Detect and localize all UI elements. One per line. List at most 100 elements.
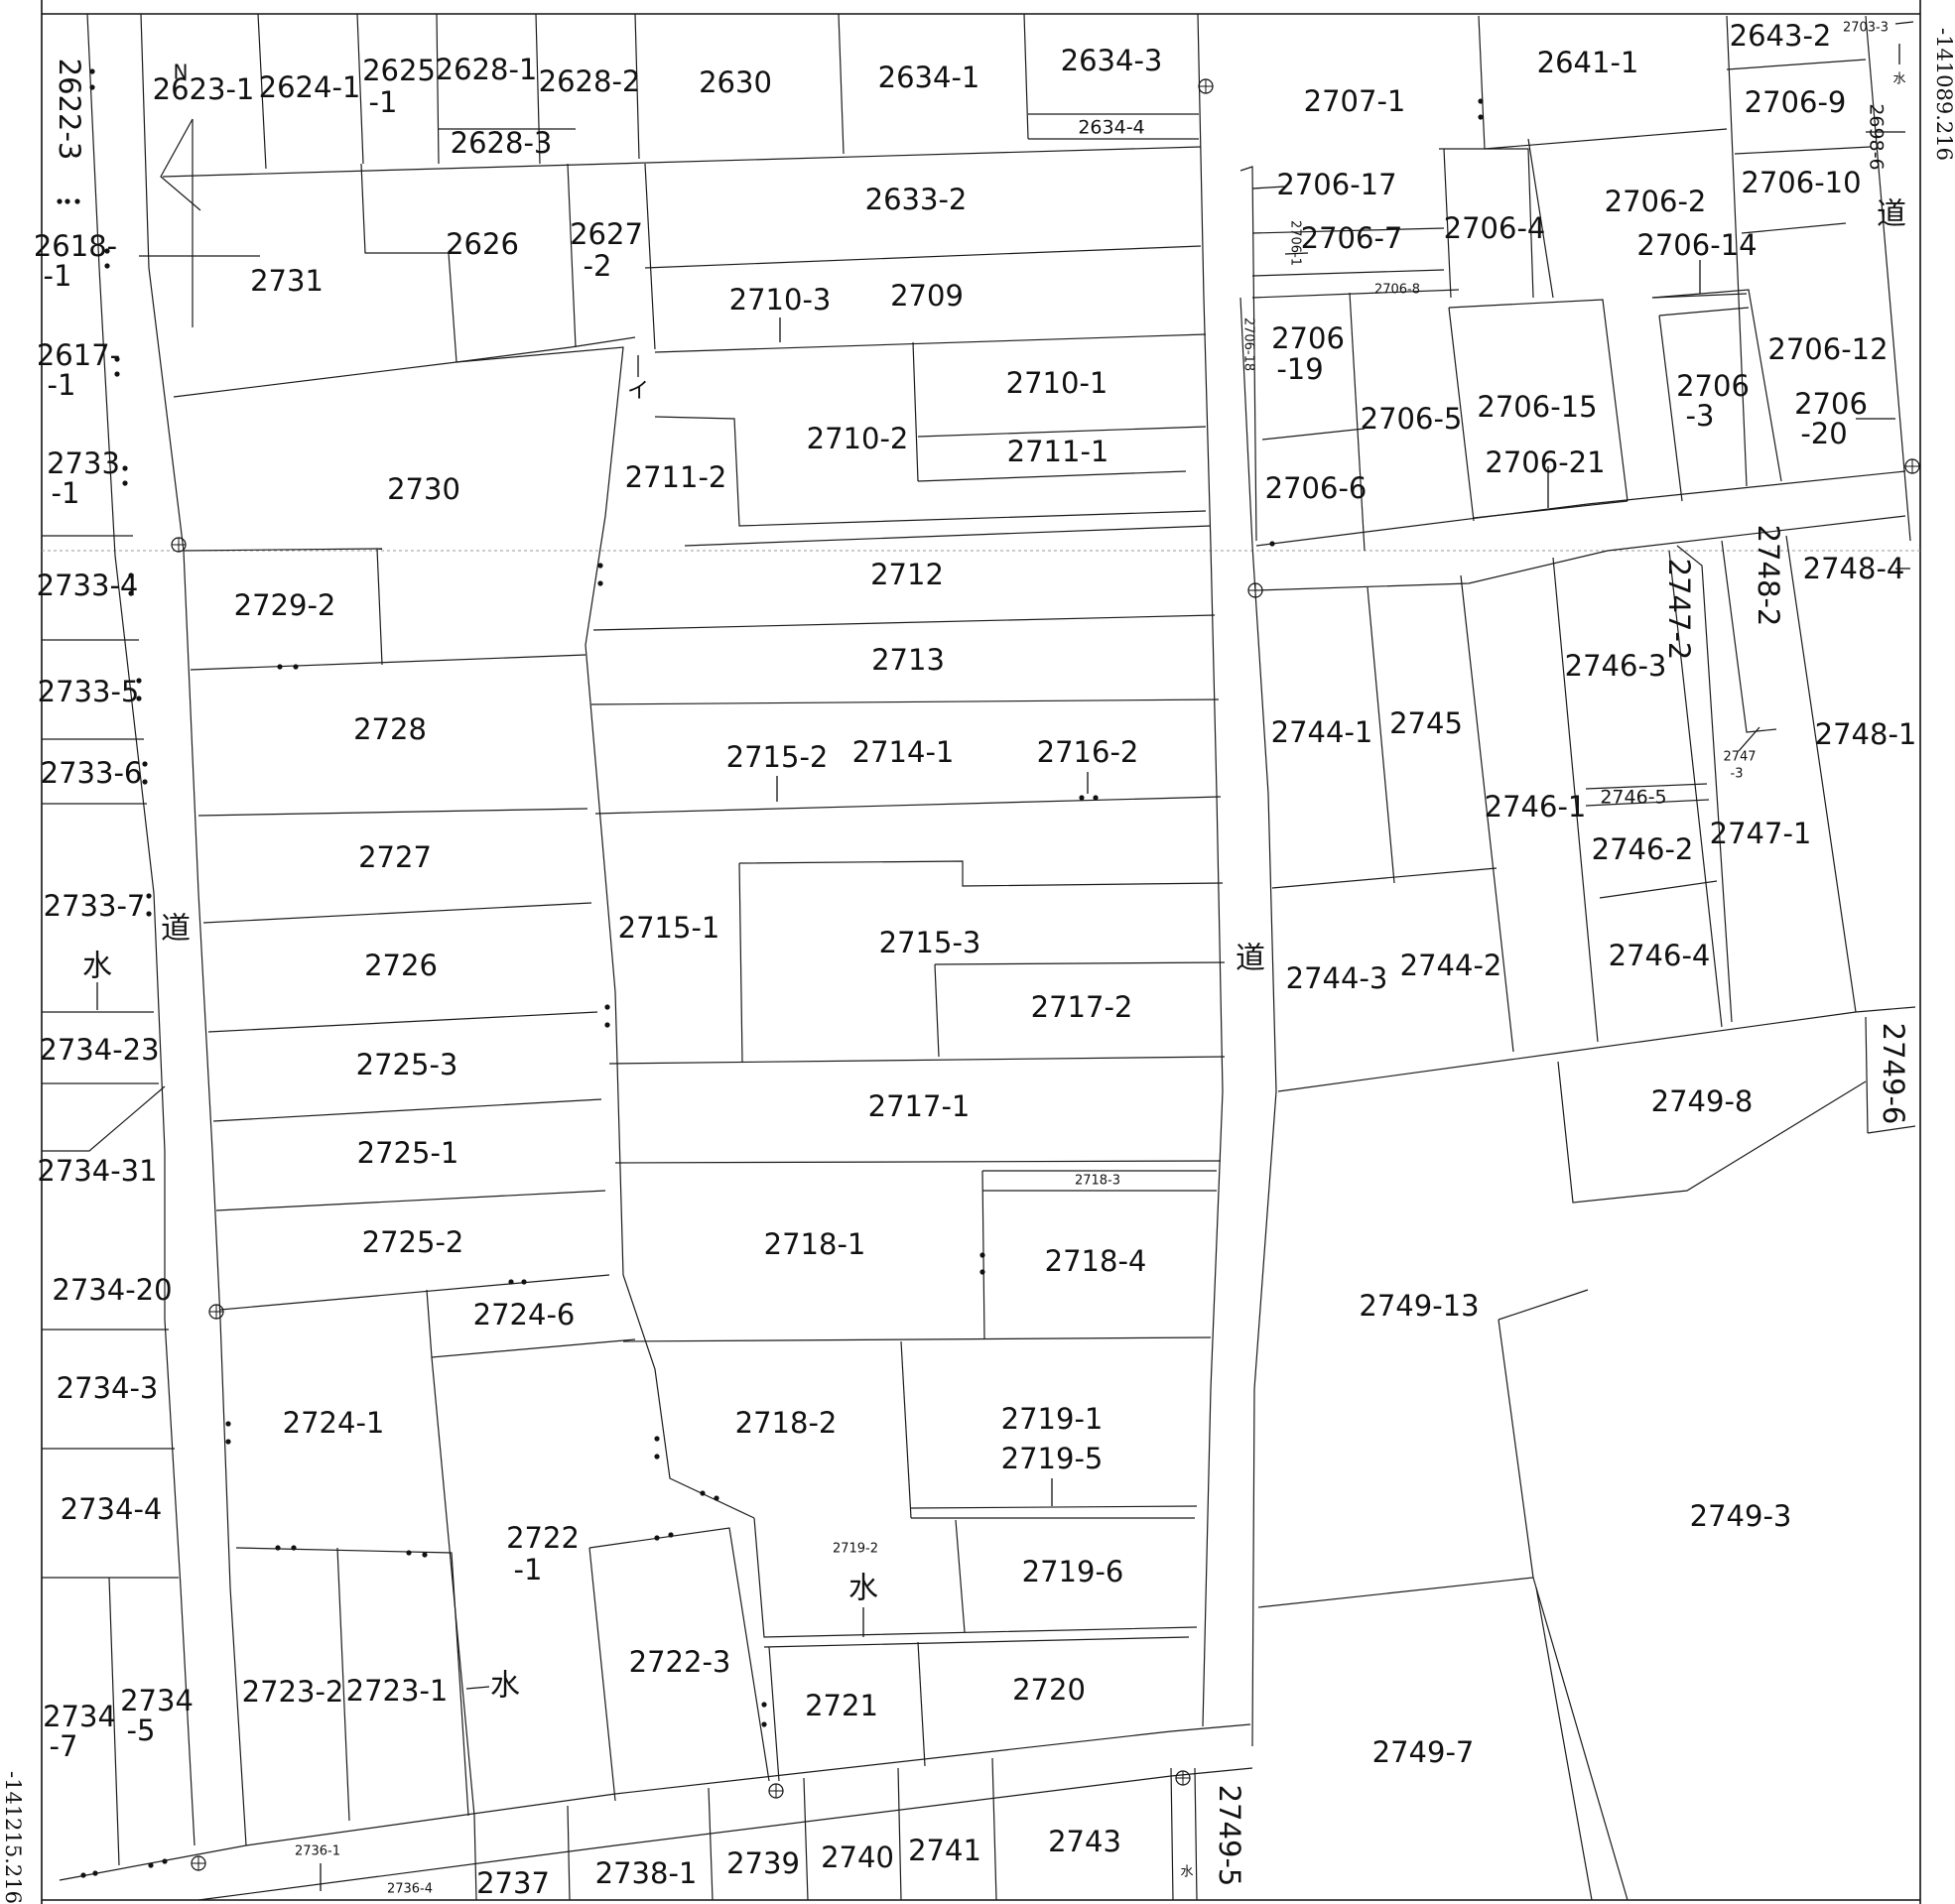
parcel-label: 2711-1 [1007, 435, 1109, 468]
parcel-label: 2716-2 [1037, 735, 1139, 769]
parcel-label: 2746-4 [1609, 939, 1711, 972]
boundary-dot [521, 1279, 527, 1285]
parcel-label: 2641-1 [1537, 46, 1639, 79]
survey-markers [171, 78, 1920, 1871]
parcel-label: 2712 [870, 558, 944, 591]
boundary-dot [508, 1279, 514, 1285]
parcel-label: 2723-2 [242, 1675, 344, 1709]
boundary-dot [293, 664, 299, 670]
parcel-label: 2634-3 [1061, 44, 1163, 77]
parcel-label: 2719-1 [1001, 1402, 1104, 1436]
parcel-label: -1 [369, 85, 398, 119]
parcel-label: 2725-1 [357, 1136, 459, 1170]
parcel-label: 2749-6 [1877, 1023, 1910, 1125]
parcel-label: 2706 [1676, 369, 1750, 403]
parcel-label: 2717-2 [1031, 990, 1133, 1024]
road-label: 道 [1236, 942, 1265, 976]
parcel-label: 2746-1 [1485, 790, 1587, 824]
boundary-dot [668, 1532, 674, 1538]
boundary-dot [80, 1872, 86, 1878]
survey-marker [1904, 458, 1920, 474]
boundary-dot [122, 465, 128, 471]
boundary-dot [604, 1004, 610, 1010]
boundary-dot [1269, 541, 1275, 547]
parcel-label: 2737 [476, 1866, 550, 1900]
coordinate-top-right: -141089.216 [1932, 28, 1955, 161]
parcel-boundaries [42, 13, 1916, 1901]
parcel-label: 2733 [47, 446, 120, 480]
parcel-label: 2719-5 [1001, 1442, 1104, 1475]
boundary-dot [89, 84, 95, 90]
parcel-label: 2726 [364, 949, 438, 982]
boundary-dot [700, 1490, 706, 1496]
parcel-label: 2748-1 [1815, 717, 1917, 751]
north-label: N [174, 61, 189, 84]
boundary-dot [148, 1862, 154, 1868]
survey-marker [191, 1855, 206, 1871]
parcel-label: 2744-2 [1400, 949, 1502, 982]
parcel-label: 2719-6 [1022, 1555, 1124, 1588]
parcel-label: -2 [584, 249, 612, 283]
parcel-label: 2706-21 [1485, 445, 1605, 479]
parcel-label: 2728 [353, 712, 427, 746]
parcel-label: 2744-3 [1286, 961, 1388, 995]
boundary-dot [1079, 795, 1085, 801]
boundary-dot [136, 678, 142, 684]
parcel-label: -3 [1686, 399, 1715, 433]
boundary-dot [275, 1545, 281, 1551]
survey-marker [1247, 582, 1263, 598]
parcel-label: 2720 [1012, 1673, 1086, 1707]
parcel-label: 2734 [43, 1700, 116, 1733]
boundary-dot [1478, 114, 1484, 120]
parcel-label: 2715-2 [726, 740, 829, 774]
boundary-dot [122, 480, 128, 486]
boundary-dot [136, 696, 142, 701]
survey-marker [171, 537, 187, 553]
parcel-label: 2729-2 [234, 588, 336, 622]
parcel-label: 2723-1 [346, 1674, 449, 1708]
parcel-label: 2718-2 [735, 1406, 838, 1440]
water-label: 水 [1180, 1865, 1193, 1880]
road-labels: 道道道 [161, 197, 1906, 976]
survey-marker [208, 1304, 224, 1320]
parcel-label: 2711-2 [625, 460, 727, 494]
parcel-label: 2744-1 [1271, 715, 1373, 749]
water-label: 水 [1892, 72, 1905, 87]
boundary-dots [57, 68, 1484, 1878]
boundary-dot [654, 1454, 660, 1460]
boundary-dot [604, 1022, 610, 1028]
road-label: 道 [161, 912, 191, 947]
boundary-dot [142, 779, 148, 785]
parcel-label: 2747 [1723, 750, 1756, 765]
parcel-label: 2707-1 [1304, 84, 1406, 118]
parcel-label: 2706-2 [1605, 185, 1707, 218]
parcel-label: 2747-2 [1662, 559, 1696, 661]
parcel-label: 2736-4 [387, 1882, 433, 1897]
boundary-dot [654, 1436, 660, 1442]
boundary-dot [714, 1495, 719, 1501]
boundary-dot [406, 1550, 412, 1556]
parcel-label: 2736-1 [295, 1844, 340, 1859]
boundary-dot [597, 580, 603, 586]
parcel-label: 2703-3 [1843, 21, 1889, 36]
parcel-label: 2706-6 [1265, 471, 1368, 505]
parcel-label: 2626 [446, 227, 519, 261]
parcel-label: 2624-1 [259, 70, 361, 104]
parcel-label: 2627 [570, 217, 643, 251]
parcel-label: 2749-3 [1690, 1499, 1792, 1533]
coordinate-bottom-left: -141215.216 [1, 1771, 25, 1904]
parcel-label: 2625 [362, 54, 436, 87]
parcel-label: 2706-9 [1745, 85, 1847, 119]
parcel-label: -1 [52, 476, 80, 510]
boundary-dot [114, 356, 120, 362]
parcel-label: 2745 [1389, 706, 1463, 740]
boundary-dot [114, 371, 120, 377]
parcel-label: 2698-6 [1866, 103, 1888, 170]
parcel-label: 2722 [506, 1521, 580, 1555]
parcel-label: 2719-2 [833, 1542, 878, 1557]
parcel-label: 2643-2 [1730, 19, 1832, 53]
boundary-dot [1093, 795, 1099, 801]
i-mark-label: イ [627, 379, 649, 404]
boundary-dot [146, 893, 152, 899]
